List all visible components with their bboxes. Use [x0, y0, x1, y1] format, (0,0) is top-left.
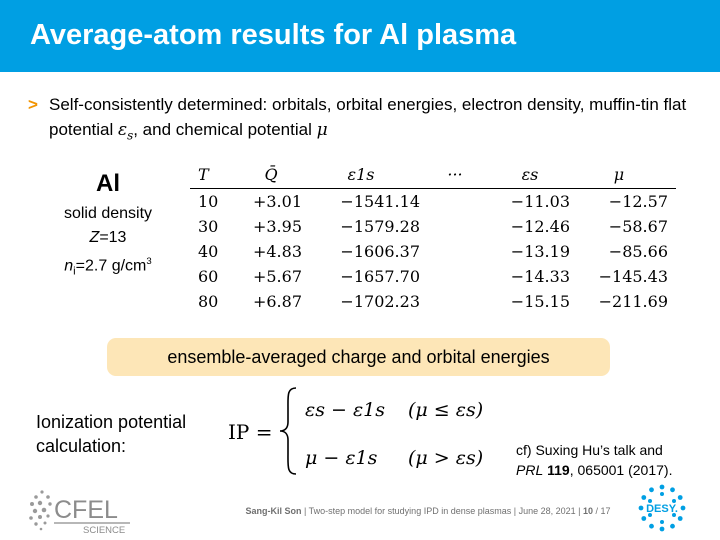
cell-ellipsis — [420, 189, 490, 215]
header-ellipsis: ··· — [420, 160, 490, 189]
cell-ellipsis — [420, 239, 490, 264]
footer-date: June 28, 2021 — [518, 506, 576, 516]
cell-mu: −211.69 — [598, 292, 668, 311]
header-eps-s: εs — [490, 160, 570, 189]
cell-eps-1s: −1541.14 — [340, 192, 420, 211]
bullet-text-part1: Self-consistently determined: orbitals, … — [49, 95, 687, 139]
cell-eps-s: −12.46 — [510, 217, 570, 236]
cell-ellipsis — [420, 264, 490, 289]
cell-temperature: 10 — [198, 192, 219, 211]
cell-charge: +5.67 — [252, 267, 302, 286]
table-row: 80 +6.87 −1702.23 −15.15 −211.69 — [190, 289, 676, 314]
cfel-text: CFEL — [54, 496, 118, 524]
element-info: Al solid density Z=13 ni=2.7 g/cm3 — [48, 168, 168, 284]
cell-eps-s: −11.03 — [510, 192, 570, 211]
footer-total: 17 — [600, 506, 611, 516]
case2-expression: μ − ε1s — [305, 447, 378, 469]
cell-mu: −145.43 — [598, 267, 668, 286]
table-header-row: T Q̄ ε1s ··· εs μ — [190, 160, 676, 189]
title-bar: Average-atom results for Al plasma — [0, 0, 720, 72]
footer-talk: Two-step model for studying IPD in dense… — [308, 506, 512, 516]
ip-label-line1: Ionization potential — [36, 412, 187, 432]
cell-eps-1s: −1702.23 — [340, 292, 420, 311]
cell-mu: −58.67 — [608, 217, 668, 236]
cell-temperature: 80 — [198, 292, 219, 311]
cell-ellipsis — [420, 289, 490, 314]
cell-mu: −12.57 — [608, 192, 668, 211]
ip-case-2: μ − ε1s (μ > εs) — [305, 447, 483, 469]
cfel-sub-text: SCIENCE — [83, 525, 125, 534]
atomic-number: Z=13 — [89, 229, 127, 246]
cell-ellipsis — [420, 214, 490, 239]
cell-charge: +4.83 — [252, 242, 302, 261]
table-row: 40 +4.83 −1606.37 −13.19 −85.66 — [190, 239, 676, 264]
density-label: solid density — [63, 205, 153, 222]
desy-text: DESY. — [646, 503, 678, 515]
cell-eps-s: −15.15 — [510, 292, 570, 311]
eps-symbol: εs — [118, 120, 134, 143]
cell-charge: +6.87 — [252, 292, 302, 311]
bullet-point: > Self-consistently determined: orbitals… — [28, 92, 698, 148]
bullet-text: Self-consistently determined: orbitals, … — [49, 92, 698, 148]
ip-case-1: εs − ε1s (μ ≤ εs) — [305, 399, 483, 421]
cell-eps-1s: −1606.37 — [340, 242, 420, 261]
desy-logo: DESY. — [638, 484, 686, 532]
case1-condition: (μ ≤ εs) — [408, 399, 484, 421]
ion-density: ni=2.7 g/cm3 — [64, 256, 152, 278]
cfel-logo: CFEL SCIENCE — [29, 490, 130, 534]
footer-page: 10 — [583, 506, 594, 516]
reference-line2: PRL 119, 065001 (2017). — [516, 462, 673, 478]
footer: Sang-Kil Son | Two-step model for studyi… — [245, 506, 611, 516]
case1-expression: εs − ε1s — [305, 399, 385, 421]
cell-temperature: 60 — [198, 267, 219, 286]
slide-title: Average-atom results for Al plasma — [30, 19, 517, 51]
mu-symbol: μ — [316, 120, 328, 140]
cell-charge: +3.95 — [252, 217, 302, 236]
cell-temperature: 40 — [198, 242, 219, 261]
header-mu: μ — [570, 160, 676, 189]
left-brace-icon — [279, 387, 297, 475]
ip-label-line2: calculation: — [36, 436, 127, 456]
cell-mu: −85.66 — [608, 242, 668, 261]
header-temperature: T — [190, 160, 240, 189]
reference-line1: cf) Suxing Hu’s talk and — [516, 442, 663, 458]
table-row: 60 +5.67 −1657.70 −14.33 −145.43 — [190, 264, 676, 289]
case2-condition: (μ > εs) — [408, 447, 484, 469]
cell-eps-1s: −1657.70 — [340, 267, 420, 286]
table-row: 30 +3.95 −1579.28 −12.46 −58.67 — [190, 214, 676, 239]
cell-eps-1s: −1579.28 — [340, 217, 420, 236]
cell-temperature: 30 — [198, 217, 219, 236]
header-charge: Q̄ — [240, 160, 302, 189]
cell-eps-s: −13.19 — [510, 242, 570, 261]
element-symbol: Al — [96, 170, 120, 197]
bullet-text-part2: , and chemical potential — [133, 120, 317, 139]
bullet-marker: > — [28, 95, 38, 114]
footer-author: Sang-Kil Son — [245, 506, 302, 516]
cell-eps-s: −14.33 — [510, 267, 570, 286]
ip-equals: IP = — [228, 420, 273, 444]
table-row: 10 +3.01 −1541.14 −11.03 −12.57 — [190, 189, 676, 215]
results-table: T Q̄ ε1s ··· εs μ 10 +3.01 −1541.14 −11.… — [190, 160, 676, 314]
reference: cf) Suxing Hu’s talk and PRL 119, 065001… — [516, 440, 672, 480]
highlight-box: ensemble-averaged charge and orbital ene… — [107, 338, 610, 376]
cell-charge: +3.01 — [252, 192, 302, 211]
ip-label: Ionization potential calculation: — [36, 410, 216, 458]
header-eps-1s: ε1s — [302, 160, 420, 189]
